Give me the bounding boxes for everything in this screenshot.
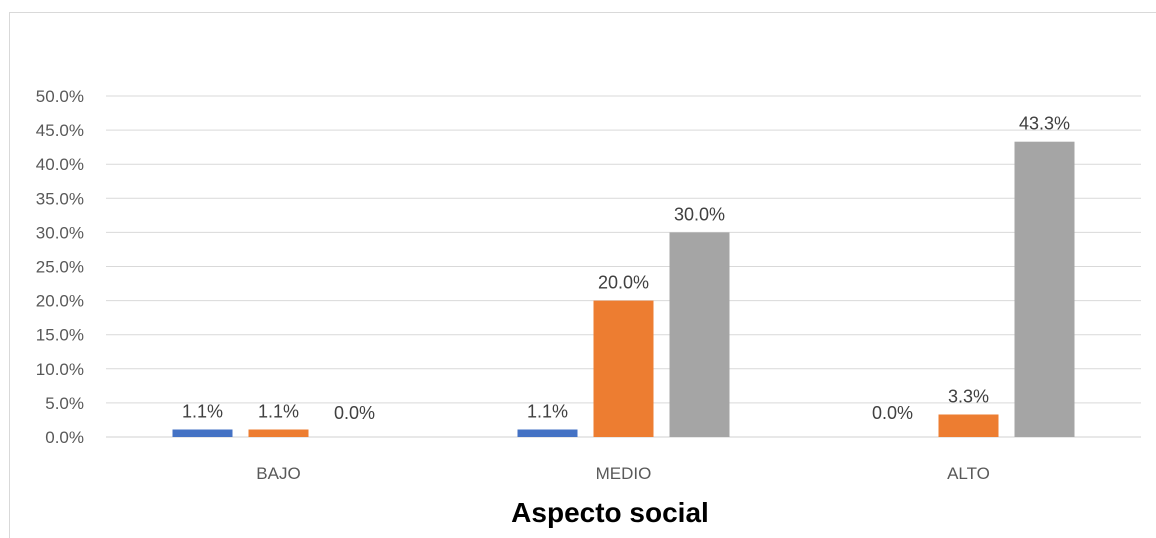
- category-labels: BAJO MEDIO ALTO: [256, 464, 990, 483]
- data-label: 1.1%: [527, 401, 568, 421]
- chart-frame: [9, 12, 1156, 538]
- y-tick-label: 0.0%: [45, 428, 84, 447]
- data-label: 0.0%: [872, 403, 913, 423]
- y-tick-label: 40.0%: [36, 155, 84, 174]
- bar-alto-series-3: [1014, 141, 1075, 437]
- y-tick-label: 45.0%: [36, 121, 84, 140]
- y-axis-ticks: 0.0% 5.0% 10.0% 15.0% 20.0% 25.0% 30.0% 35.0% 40…: [36, 87, 84, 447]
- y-tick-label: 5.0%: [45, 394, 84, 413]
- data-label: 1.1%: [258, 401, 299, 421]
- data-label: 0.0%: [334, 403, 375, 423]
- y-tick-label: 10.0%: [36, 360, 84, 379]
- bar-medio-series-2: [593, 300, 654, 437]
- category-label-medio: MEDIO: [596, 464, 652, 483]
- y-tick-label: 50.0%: [36, 87, 84, 106]
- category-label-bajo: BAJO: [256, 464, 300, 483]
- bar-bajo-series-2: [248, 429, 309, 437]
- y-tick-label: 25.0%: [36, 258, 84, 277]
- data-label: 3.3%: [948, 386, 989, 406]
- y-tick-label: 35.0%: [36, 189, 84, 208]
- category-label-alto: ALTO: [947, 464, 990, 483]
- data-label: 43.3%: [1019, 114, 1070, 134]
- y-tick-label: 15.0%: [36, 326, 84, 345]
- x-axis-title: Aspecto social: [511, 497, 709, 528]
- y-tick-label: 20.0%: [36, 292, 84, 311]
- bars: [172, 141, 1075, 437]
- bar-medio-series-1: [517, 429, 578, 437]
- bar-medio-series-3: [669, 232, 730, 437]
- data-label: 20.0%: [598, 273, 649, 293]
- bar-bajo-series-1: [172, 429, 233, 437]
- data-labels: 1.1% 1.1% 0.0% 1.1% 20.0% 30.0% 0.0% 3.3% 43.3%: [182, 114, 1070, 423]
- y-tick-label: 30.0%: [36, 223, 84, 242]
- data-label: 30.0%: [674, 204, 725, 224]
- bar-alto-series-2: [938, 414, 999, 437]
- data-label: 1.1%: [182, 401, 223, 421]
